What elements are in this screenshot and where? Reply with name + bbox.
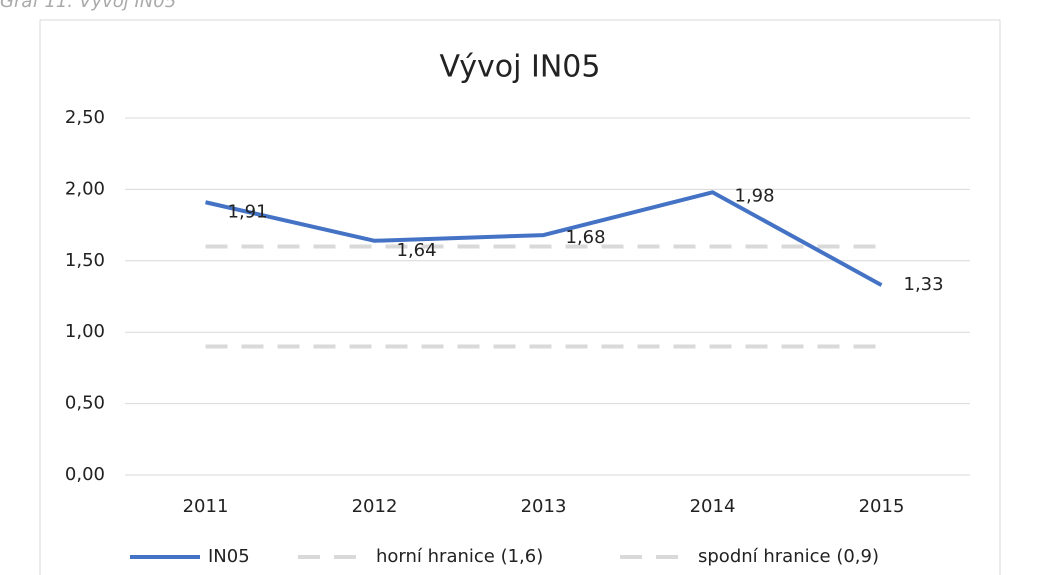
data-label: 1,98 [735,185,775,206]
x-tick-label: 2015 [859,496,905,517]
y-tick-label: 1,00 [65,321,105,342]
x-tick-label: 2012 [352,496,398,517]
legend-label: spodní hranice (0,9) [698,546,879,567]
chart-frame [39,19,1001,575]
legend-label: horní hranice (1,6) [376,546,543,567]
data-label: 1,33 [904,274,944,295]
data-label: 1,64 [397,240,437,261]
y-tick-label: 0,00 [65,464,105,485]
y-tick-label: 0,50 [65,393,105,414]
x-tick-label: 2014 [690,496,736,517]
x-tick-label: 2011 [183,496,229,517]
data-label: 1,91 [228,201,268,222]
x-tick-label: 2013 [521,496,567,517]
y-tick-label: 2,50 [65,107,105,128]
y-tick-label: 1,50 [65,250,105,271]
y-tick-label: 2,00 [65,178,105,199]
chart-title: Vývoj IN05 [440,50,601,85]
caption: Graf 11: Vývoj IN05 [0,0,176,12]
data-line [205,190,883,287]
legend-label: IN05 [208,546,250,567]
data-label: 1,68 [566,227,606,248]
